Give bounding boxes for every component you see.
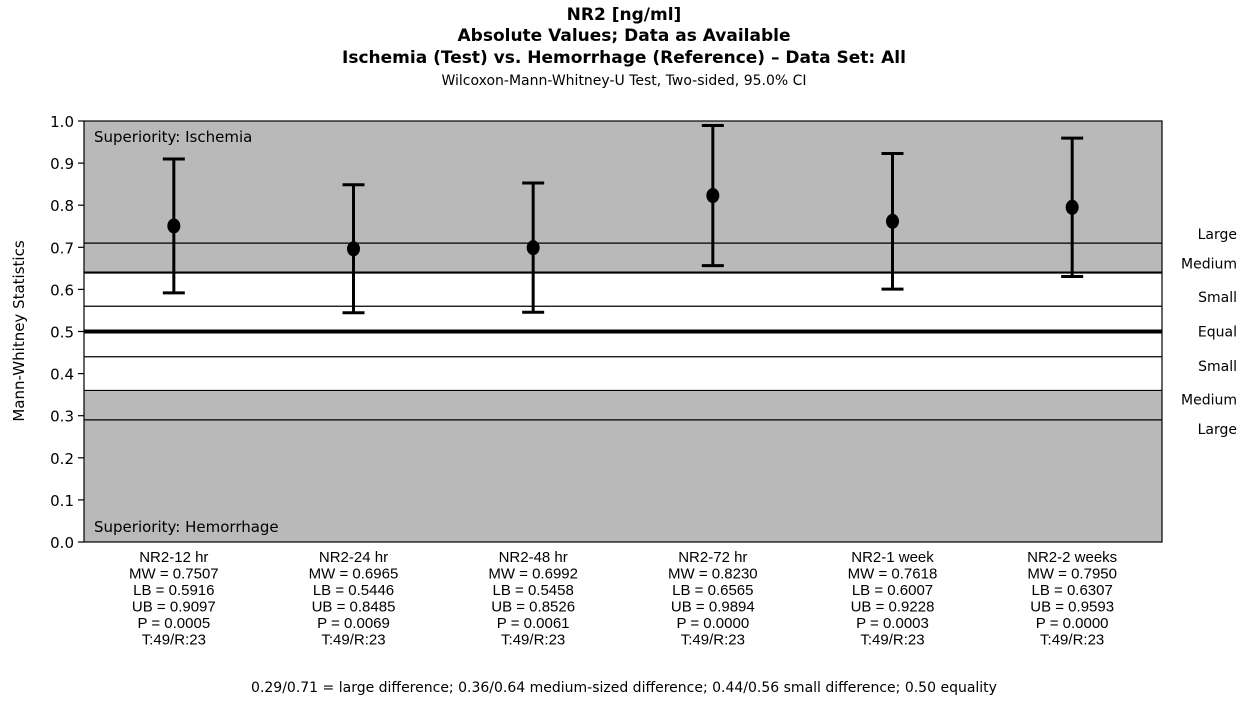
category-stat-3-4: P = 0.0061 (497, 615, 570, 632)
chart-title: NR2 [ng/ml] (567, 5, 682, 25)
category-stat-5-2: LB = 0.6007 (852, 582, 933, 599)
y-axis-label: Mann-Whitney Statistics (10, 240, 28, 421)
y-tick-label-4: 0.4 (50, 366, 74, 384)
reference-label-2: Medium (1181, 257, 1237, 273)
y-tick-label-9: 0.9 (50, 155, 74, 173)
reference-label-7: Large (1198, 422, 1237, 438)
data-point-4 (706, 188, 720, 204)
category-stat-4-2: LB = 0.6565 (672, 582, 753, 599)
y-tick-label-5: 0.5 (50, 324, 74, 342)
category-stat-2-5: T:49/R:23 (321, 632, 385, 649)
shaded-region-1 (84, 121, 1162, 273)
category-stat-1-1: MW = 0.7507 (129, 566, 219, 583)
reference-label-5: Small (1198, 359, 1237, 375)
data-point-3 (526, 240, 540, 256)
data-point-2 (347, 241, 360, 257)
category-stat-5-3: UB = 0.9228 (851, 599, 935, 616)
category-stat-2-1: MW = 0.6965 (309, 566, 399, 583)
category-stat-4-4: P = 0.0000 (676, 615, 749, 632)
category-stat-2-3: UB = 0.8485 (312, 599, 396, 616)
category-label-4: NR2-72 hr (678, 549, 747, 566)
y-tick-label-6: 0.6 (50, 281, 74, 299)
chart-title-line3: Ischemia (Test) vs. Hemorrhage (Referenc… (342, 48, 906, 68)
category-stat-1-2: LB = 0.5916 (133, 582, 214, 599)
y-tick-label-0: 0.0 (50, 534, 74, 552)
category-stat-6-4: P = 0.0000 (1036, 615, 1109, 632)
category-stat-4-5: T:49/R:23 (681, 632, 745, 649)
reference-label-4: Equal (1198, 325, 1237, 341)
category-stat-2-4: P = 0.0069 (317, 615, 390, 632)
y-tick-label-1: 0.1 (50, 492, 74, 510)
shaded-region-2 (84, 390, 1162, 542)
data-point-1 (167, 218, 181, 234)
y-tick-label-7: 0.7 (50, 239, 74, 257)
y-tick-label-8: 0.8 (50, 197, 74, 215)
category-stat-6-3: UB = 0.9593 (1030, 599, 1114, 616)
data-point-5 (886, 213, 899, 229)
category-stat-6-5: T:49/R:23 (1040, 632, 1104, 649)
chart-title-line2: Absolute Values; Data as Available (458, 26, 791, 46)
region-label-bottom: Superiority: Hemorrhage (94, 518, 279, 536)
y-tick-label-3: 0.3 (50, 408, 74, 426)
region-label-top: Superiority: Ischemia (94, 128, 252, 146)
category-stat-4-1: MW = 0.8230 (668, 566, 758, 583)
category-stat-3-3: UB = 0.8526 (491, 599, 575, 616)
category-stat-1-3: UB = 0.9097 (132, 599, 216, 616)
category-stat-6-2: LB = 0.6307 (1032, 582, 1113, 599)
category-stat-5-1: MW = 0.7618 (848, 566, 938, 583)
category-stat-3-2: LB = 0.5458 (493, 582, 574, 599)
chart-subtitle: Wilcoxon-Mann-Whitney-U Test, Two-sided,… (441, 73, 806, 89)
category-label-1: NR2-12 hr (139, 549, 208, 566)
data-point-6 (1065, 199, 1079, 215)
y-tick-label-2: 0.2 (50, 450, 74, 468)
category-stat-6-1: MW = 0.7950 (1027, 566, 1117, 583)
category-label-5: NR2-1 week (851, 549, 934, 566)
category-stat-3-1: MW = 0.6992 (488, 566, 578, 583)
category-stat-4-3: UB = 0.9894 (671, 599, 755, 616)
category-stat-1-5: T:49/R:23 (142, 632, 206, 649)
category-label-2: NR2-24 hr (319, 549, 388, 566)
reference-label-6: Medium (1181, 392, 1237, 408)
category-stat-2-2: LB = 0.5446 (313, 582, 394, 599)
y-tick-label-10: 1.0 (50, 113, 74, 131)
plot-area: Large Medium Small Equal Small Medium Large Sup… (50, 113, 1237, 649)
category-stat-5-5: T:49/R:23 (860, 632, 924, 649)
category-label-6: NR2-2 weeks (1027, 549, 1117, 566)
category-stat-1-4: P = 0.0005 (137, 615, 210, 632)
reference-label-1: Large (1198, 227, 1237, 243)
footnote: 0.29/0.71 = large difference; 0.36/0.64 … (251, 680, 997, 696)
reference-label-3: Small (1198, 290, 1237, 306)
category-stat-3-5: T:49/R:23 (501, 632, 565, 649)
category-label-3: NR2-48 hr (499, 549, 568, 566)
category-stat-5-4: P = 0.0003 (856, 615, 929, 632)
